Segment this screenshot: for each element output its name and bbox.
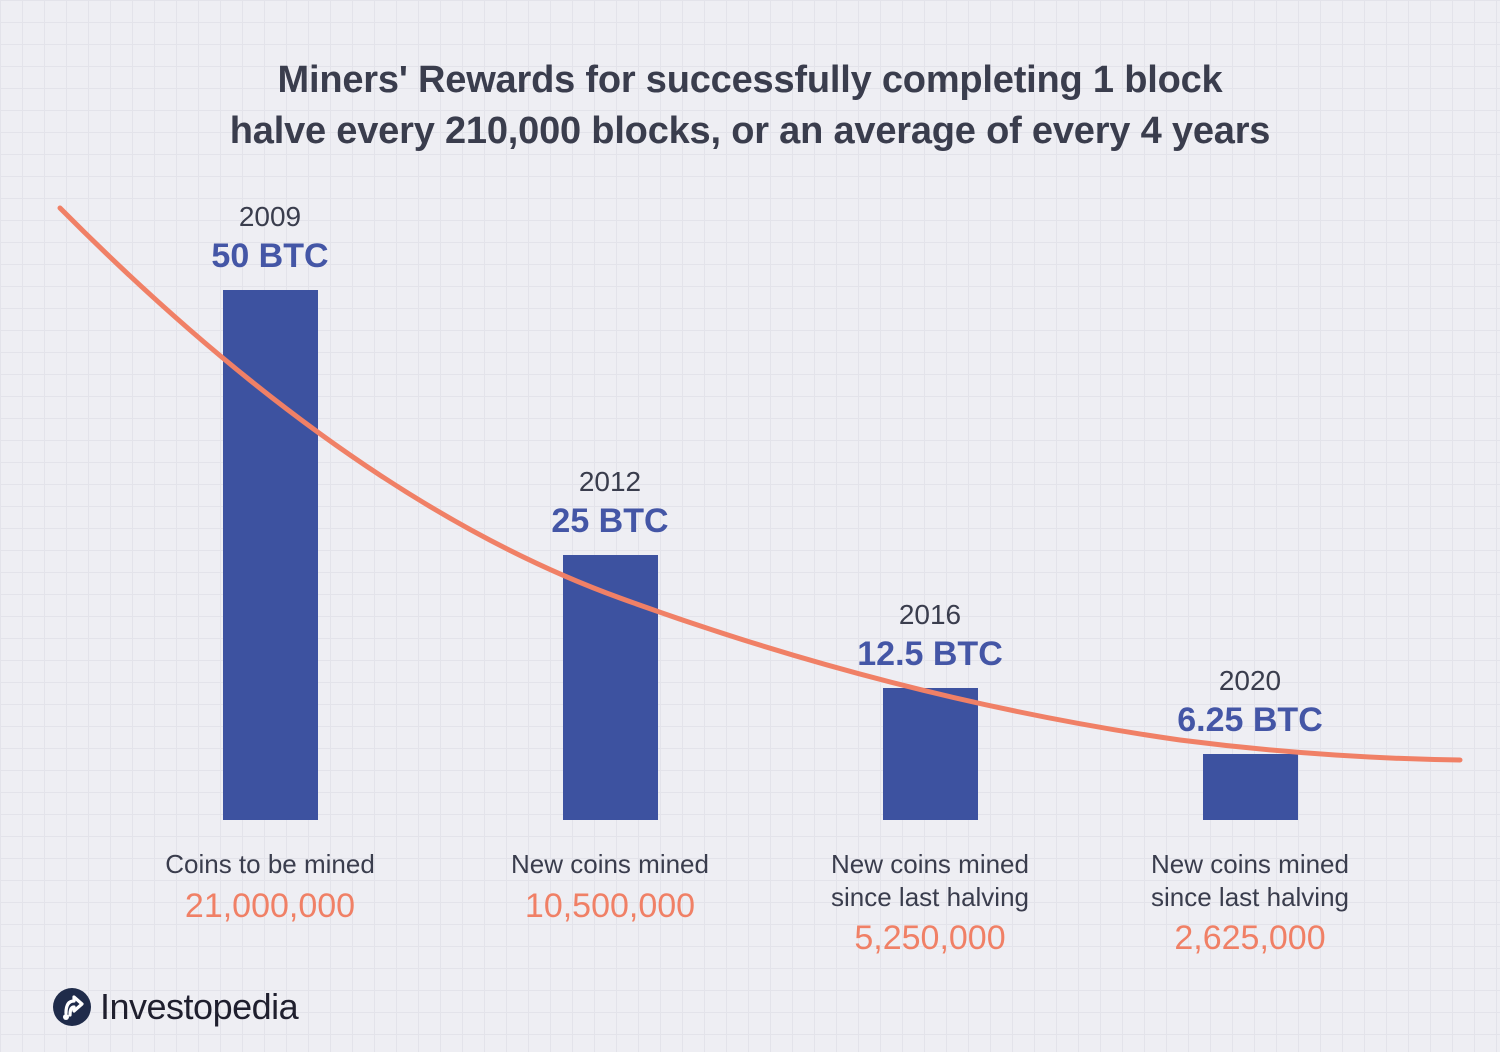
coins-value: 21,000,000 — [120, 887, 420, 926]
chart-area: 2009 50 BTC 2012 25 BTC 2016 12.5 BTC 20… — [100, 200, 1400, 820]
coins-value: 2,625,000 — [1100, 919, 1400, 958]
coins-value: 5,250,000 — [780, 919, 1080, 958]
bar — [223, 290, 318, 820]
label-group-2020: New coins minedsince last halving 2,625,… — [1100, 848, 1400, 958]
coins-label: Coins to be mined — [120, 848, 420, 881]
title-line-1: Miners' Rewards for successfully complet… — [278, 59, 1223, 101]
label-group-2012: New coins mined 10,500,000 — [460, 848, 760, 926]
bar — [883, 688, 978, 821]
bar — [563, 555, 658, 820]
btc-label: 12.5 BTC — [857, 635, 1003, 674]
bar-group-2020: 2020 6.25 BTC — [1100, 665, 1400, 820]
chart-title: Miners' Rewards for successfully complet… — [0, 55, 1500, 158]
investopedia-logo: Investopedia — [52, 986, 298, 1028]
coins-label: New coins minedsince last halving — [780, 848, 1080, 913]
bar-group-2009: 2009 50 BTC — [120, 201, 420, 820]
label-group-2009: Coins to be mined 21,000,000 — [120, 848, 420, 926]
year-label: 2012 — [579, 466, 641, 498]
coins-value: 10,500,000 — [460, 887, 760, 926]
coins-label: New coins minedsince last halving — [1100, 848, 1400, 913]
year-label: 2016 — [899, 599, 961, 631]
year-label: 2020 — [1219, 665, 1281, 697]
bar — [1203, 754, 1298, 820]
title-line-2: halve every 210,000 blocks, or an averag… — [230, 110, 1270, 152]
btc-label: 6.25 BTC — [1177, 701, 1323, 740]
coins-label: New coins mined — [460, 848, 760, 881]
logo-text: Investopedia — [100, 986, 298, 1028]
label-group-2016: New coins minedsince last halving 5,250,… — [780, 848, 1080, 958]
bar-group-2016: 2016 12.5 BTC — [780, 599, 1080, 821]
btc-label: 25 BTC — [551, 502, 668, 541]
bottom-labels: Coins to be mined 21,000,000 New coins m… — [100, 848, 1400, 968]
year-label: 2009 — [239, 201, 301, 233]
logo-icon — [52, 987, 92, 1027]
bar-group-2012: 2012 25 BTC — [460, 466, 760, 820]
btc-label: 50 BTC — [211, 237, 328, 276]
